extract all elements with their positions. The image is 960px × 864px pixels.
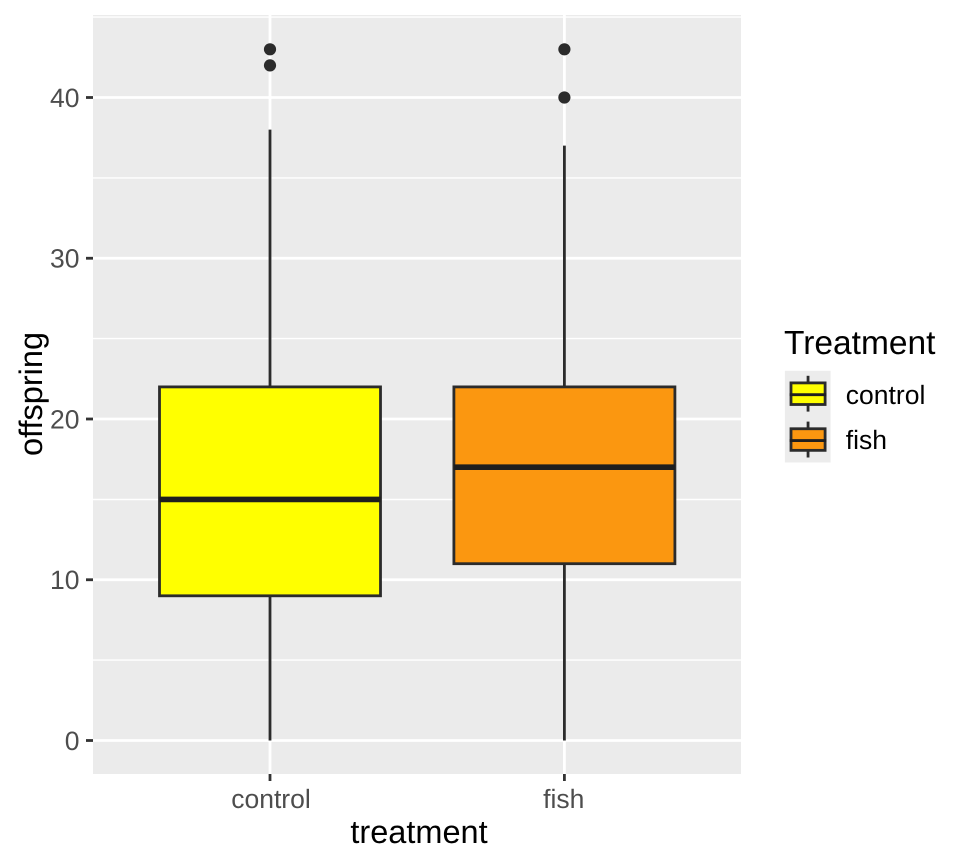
svg-text:control: control: [231, 784, 311, 814]
svg-text:fish: fish: [846, 425, 887, 455]
svg-text:fish: fish: [543, 784, 584, 814]
svg-text:40: 40: [50, 83, 79, 113]
svg-text:0: 0: [65, 726, 80, 756]
svg-text:30: 30: [50, 244, 79, 274]
svg-text:offspring: offspring: [13, 332, 49, 456]
svg-text:control: control: [846, 380, 926, 410]
svg-text:treatment: treatment: [350, 814, 487, 850]
svg-text:20: 20: [50, 404, 79, 434]
svg-text:10: 10: [50, 565, 79, 595]
svg-text:Treatment: Treatment: [784, 325, 936, 362]
